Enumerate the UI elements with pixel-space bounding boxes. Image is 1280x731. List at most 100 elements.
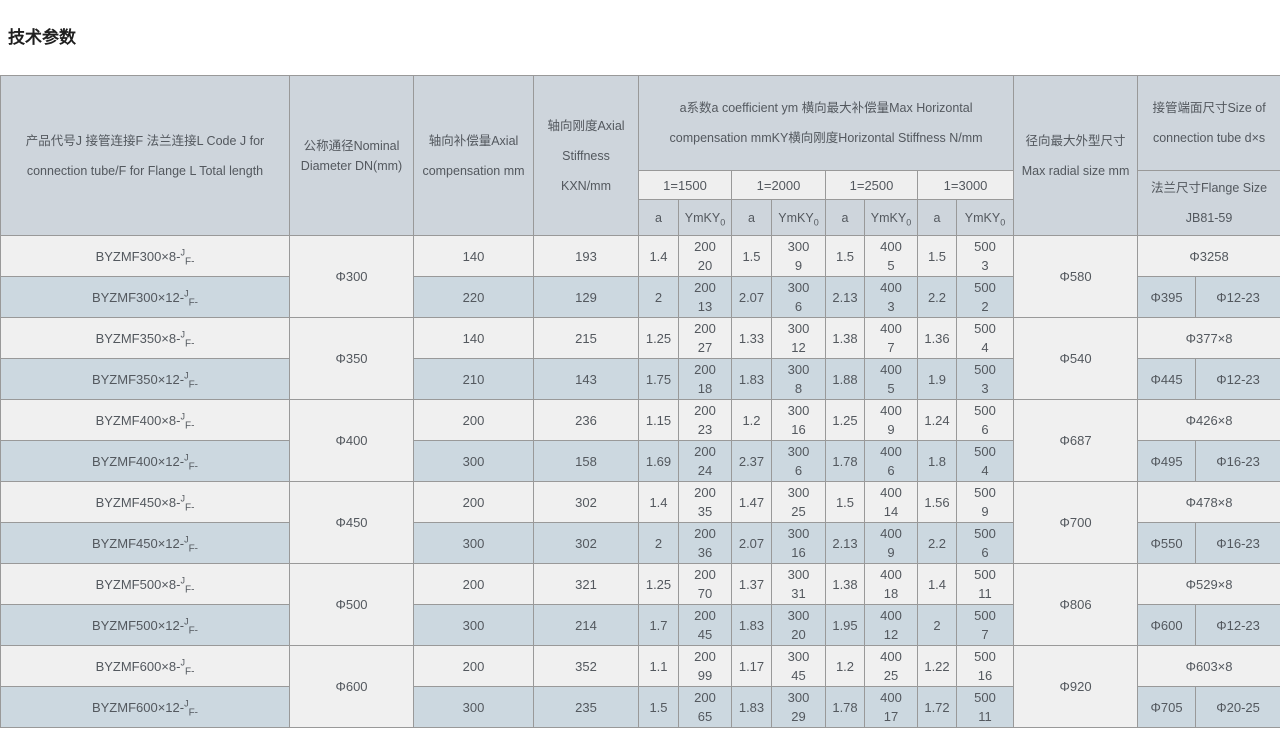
axial-stiffness-cell: 193 xyxy=(533,235,639,277)
axial-stiffness-cell: 235 xyxy=(533,686,639,728)
header-ymky: YmKY0 xyxy=(955,199,1015,236)
product-code-cell: BYZMF350×12-JF- xyxy=(0,358,290,400)
ymky-value-cell: 400 6 xyxy=(864,440,918,482)
ymky-value-cell: 400 9 xyxy=(864,522,918,564)
axial-compensation-cell: 220 xyxy=(413,276,534,318)
product-code-subscript: F- xyxy=(188,379,199,391)
flange-diameter-cell: Φ395 xyxy=(1137,276,1197,318)
a-coefficient-cell: 1.38 xyxy=(825,317,865,359)
ymky-value-cell: 200 20 xyxy=(678,235,732,277)
product-code-cell: BYZMF300×8-JF- xyxy=(0,235,290,277)
flange-diameter-cell: Φ705 xyxy=(1137,686,1197,728)
product-code-subscript: F- xyxy=(188,707,199,719)
flange-bolt-cell: Φ12-23 xyxy=(1195,358,1280,400)
a-coefficient-cell: 1.2 xyxy=(825,645,865,687)
header-length-2000: 1=2000 xyxy=(731,170,826,200)
flange-diameter-cell: Φ600 xyxy=(1137,604,1197,646)
ymky-value-cell: 500 6 xyxy=(955,399,1015,441)
axial-stiffness-cell: 302 xyxy=(533,522,639,564)
header-a-coefficient: a xyxy=(917,199,957,236)
product-code-base: BYZMF500×12- xyxy=(91,617,185,633)
product-code-cell: BYZMF350×8-JF- xyxy=(0,317,290,359)
product-code-subscript: F- xyxy=(188,543,199,555)
header-axial-compensation: 轴向补偿量Axial compensation mm xyxy=(413,75,534,236)
ymky-value-cell: 300 25 xyxy=(771,481,826,523)
header-horizontal-group: a系数a coefficient ym 横向最大补偿量Max Horizonta… xyxy=(637,75,1015,171)
connection-tube-size-cell: Φ3258 xyxy=(1137,235,1280,277)
axial-stiffness-cell: 352 xyxy=(533,645,639,687)
table-header: 产品代号J 接管连接F 法兰连接L Code J for connection … xyxy=(0,75,1280,236)
table-row: BYZMF300×8-JF- Φ300 140 193 1.4 200 20 1.5 300 9 1… xyxy=(0,235,1280,318)
product-code-cell: BYZMF300×12-JF- xyxy=(0,276,290,318)
header-flange-size: 法兰尺寸Flange Size JB81-59 xyxy=(1137,170,1280,236)
product-code-base: BYZMF350×12- xyxy=(91,371,185,387)
max-radial-size-cell: Φ687 xyxy=(1013,399,1139,482)
a-coefficient-cell: 1.7 xyxy=(638,604,679,646)
connection-tube-size-cell: Φ377×8 xyxy=(1137,317,1280,359)
product-code-cell: BYZMF450×8-JF- xyxy=(0,481,290,523)
a-coefficient-cell: 1.47 xyxy=(731,481,772,523)
a-coefficient-cell: 2.13 xyxy=(825,276,865,318)
ymky-value-cell: 500 7 xyxy=(955,604,1015,646)
product-code-subscript: F- xyxy=(184,256,195,268)
ymky-value-cell: 200 35 xyxy=(678,481,732,523)
product-code-subscript: F- xyxy=(188,297,199,309)
a-coefficient-cell: 1.22 xyxy=(917,645,957,687)
ymky-value-cell: 300 16 xyxy=(771,399,826,441)
header-row-3: a YmKY0 a YmKY0 a YmKY0 a YmKY0 xyxy=(1,199,1280,236)
flange-bolt-cell: Φ20-25 xyxy=(1195,686,1280,728)
ymky-value-cell: 200 65 xyxy=(678,686,732,728)
nominal-diameter-cell: Φ500 xyxy=(289,563,414,646)
table-row: BYZMF500×8-JF- Φ500 200 321 1.25 200 70 1.37 300… xyxy=(0,563,1280,646)
product-code-superscript: J xyxy=(184,616,189,627)
max-radial-size-cell: Φ540 xyxy=(1013,317,1139,400)
axial-compensation-cell: 200 xyxy=(413,399,534,441)
nominal-diameter-cell: Φ300 xyxy=(289,235,414,318)
table-row: BYZMF450×12-JF- 300 302 2 200 36 2.07 300 16 2.13… xyxy=(0,522,1280,564)
product-code-superscript: J xyxy=(184,698,189,709)
header-nominal-diameter: 公称通径Nominal Diameter DN(mm) xyxy=(289,75,414,236)
ymky-value-cell: 500 9 xyxy=(955,481,1015,523)
product-code-superscript: J xyxy=(184,288,189,299)
ymky-value-cell: 400 14 xyxy=(864,481,918,523)
ymky-value-cell: 400 7 xyxy=(864,317,918,359)
product-code-cell: BYZMF400×8-JF- xyxy=(0,399,290,441)
a-coefficient-cell: 1.24 xyxy=(917,399,957,441)
flange-diameter-cell: Φ495 xyxy=(1137,440,1197,482)
header-length-3000: 1=3000 xyxy=(916,170,1015,200)
a-coefficient-cell: 1.75 xyxy=(638,358,679,400)
a-coefficient-cell: 1.15 xyxy=(638,399,679,441)
ymky-value-cell: 200 23 xyxy=(678,399,732,441)
axial-compensation-cell: 140 xyxy=(413,235,534,277)
product-code-base: BYZMF400×12- xyxy=(91,453,185,469)
flange-bolt-cell: Φ12-23 xyxy=(1195,276,1280,318)
a-coefficient-cell: 2.13 xyxy=(825,522,865,564)
a-coefficient-cell: 1.1 xyxy=(638,645,679,687)
a-coefficient-cell: 2.07 xyxy=(731,276,772,318)
axial-stiffness-cell: 215 xyxy=(533,317,639,359)
ymky-value-cell: 400 18 xyxy=(864,563,918,605)
header-row-2: 1=1500 1=2000 1=2500 1=3000 法兰尺寸Flange S… xyxy=(1,170,1280,236)
a-coefficient-cell: 2 xyxy=(638,522,679,564)
a-coefficient-cell: 1.72 xyxy=(917,686,957,728)
header-length-1500: 1=1500 xyxy=(638,170,732,200)
ymky-value-cell: 500 2 xyxy=(955,276,1015,318)
nominal-diameter-cell: Φ600 xyxy=(289,645,414,728)
a-coefficient-cell: 1.25 xyxy=(638,317,679,359)
header-product-code: 产品代号J 接管连接F 法兰连接L Code J for connection … xyxy=(0,75,290,236)
max-radial-size-cell: Φ806 xyxy=(1013,563,1139,646)
ymky-value-cell: 200 24 xyxy=(678,440,732,482)
ymky-value-cell: 400 5 xyxy=(864,358,918,400)
product-code-cell: BYZMF600×8-JF- xyxy=(0,645,290,687)
max-radial-size-cell: Φ700 xyxy=(1013,481,1139,564)
product-code-superscript: J xyxy=(180,493,185,504)
product-code-subscript: F- xyxy=(184,584,195,596)
a-coefficient-cell: 1.5 xyxy=(731,235,772,277)
product-code-base: BYZMF400×8- xyxy=(95,412,181,428)
product-code-base: BYZMF450×12- xyxy=(91,535,185,551)
product-code-base: BYZMF300×12- xyxy=(91,289,185,305)
product-code-subscript: F- xyxy=(184,338,195,350)
nominal-diameter-cell: Φ350 xyxy=(289,317,414,400)
max-radial-size-cell: Φ920 xyxy=(1013,645,1139,728)
technical-parameters-table: 产品代号J 接管连接F 法兰连接L Code J for connection … xyxy=(0,75,1280,728)
